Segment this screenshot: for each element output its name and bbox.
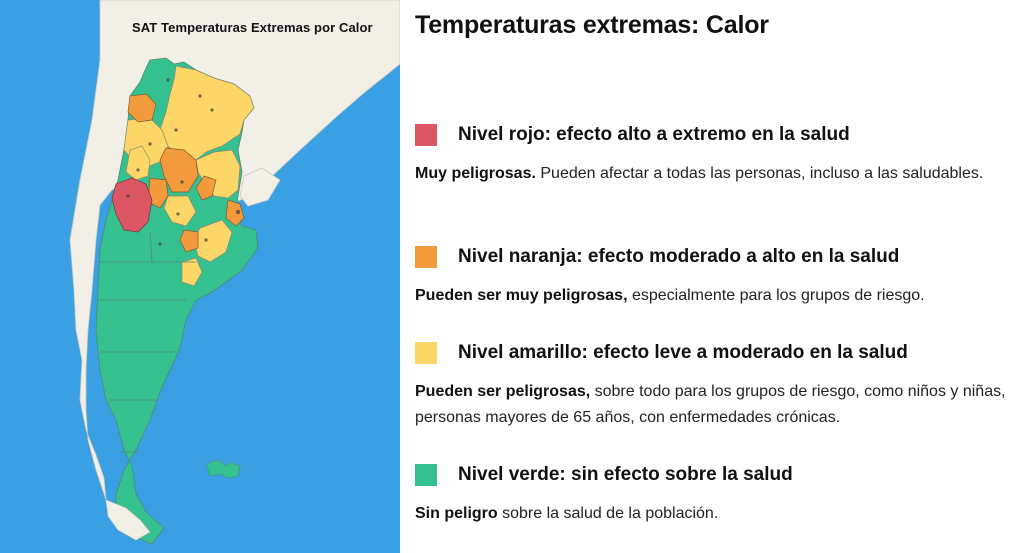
- map-title: SAT Temperaturas Extremas por Calor: [132, 20, 373, 35]
- zone-yellow-pampa: [163, 195, 197, 227]
- level-swatch-red: [415, 124, 437, 146]
- level-title: Nivel verde: sin efecto sobre la salud: [458, 464, 793, 485]
- level-description-bold: Sin peligro: [415, 505, 498, 522]
- level-description-bold: Muy peligrosas.: [415, 165, 536, 182]
- uruguay: [239, 167, 281, 207]
- zone-orange-center: [159, 147, 199, 193]
- level-description: Pueden ser muy peligrosas, especialmente…: [415, 283, 1020, 309]
- city-markers: [126, 78, 241, 246]
- level-orange: Nivel naranja: efecto moderado a alto en…: [415, 245, 1020, 309]
- islands: [205, 459, 241, 479]
- level-description-text: sobre la salud de la población.: [497, 505, 719, 522]
- level-description-text: especialmente para los grupos de riesgo.: [627, 287, 925, 304]
- level-title: Nivel rojo: efecto alto a extremo en la …: [458, 124, 850, 145]
- zone-orange-nw: [127, 93, 157, 123]
- zone-red-cuyo: [111, 177, 153, 233]
- level-yellow: Nivel amarillo: efecto leve a moderado e…: [415, 341, 1020, 431]
- level-title: Nivel amarillo: efecto leve a moderado e…: [458, 342, 908, 363]
- level-description-text: sobre todo para los grupos de riesgo, co…: [415, 383, 1006, 426]
- level-swatch-yellow: [415, 342, 437, 364]
- level-description-bold: Pueden ser muy peligrosas,: [415, 287, 628, 304]
- level-description: Muy peligrosas. Pueden afectar a todas l…: [415, 161, 1020, 187]
- level-title: Nivel naranja: efecto moderado a alto en…: [458, 246, 900, 267]
- tierra-del-fuego-land: [105, 499, 151, 541]
- zone-yellow-north: [159, 65, 255, 161]
- zone-yellow-south: [181, 257, 203, 287]
- legend-panel: Temperaturas extremas: Calor Nivel rojo:…: [400, 0, 1024, 553]
- level-red: Nivel rojo: efecto alto a extremo en la …: [415, 123, 1020, 187]
- map-canvas: [69, 0, 400, 545]
- province-borders: [98, 231, 196, 453]
- level-description: Pueden ser peligrosas, sobre todo para l…: [415, 379, 1020, 431]
- level-description-bold: Pueden ser peligrosas,: [415, 383, 591, 400]
- zone-yellow-west: [125, 145, 151, 181]
- level-swatch-green: [415, 464, 437, 486]
- zone-orange-pampa: [179, 229, 199, 253]
- level-green: Nivel verde: sin efecto sobre la salud S…: [415, 463, 1020, 527]
- zone-orange-litoral: [225, 199, 245, 227]
- level-description-text: Pueden afectar a todas las personas, inc…: [535, 165, 984, 182]
- level-swatch-orange: [415, 246, 437, 268]
- alert-map[interactable]: SAT Temperaturas Extremas por Calor: [0, 0, 400, 553]
- level-description: Sin peligro sobre la salud de la poblaci…: [415, 501, 1020, 527]
- zone-orange-east: [195, 175, 217, 201]
- panel-heading: Temperaturas extremas: Calor: [415, 11, 769, 39]
